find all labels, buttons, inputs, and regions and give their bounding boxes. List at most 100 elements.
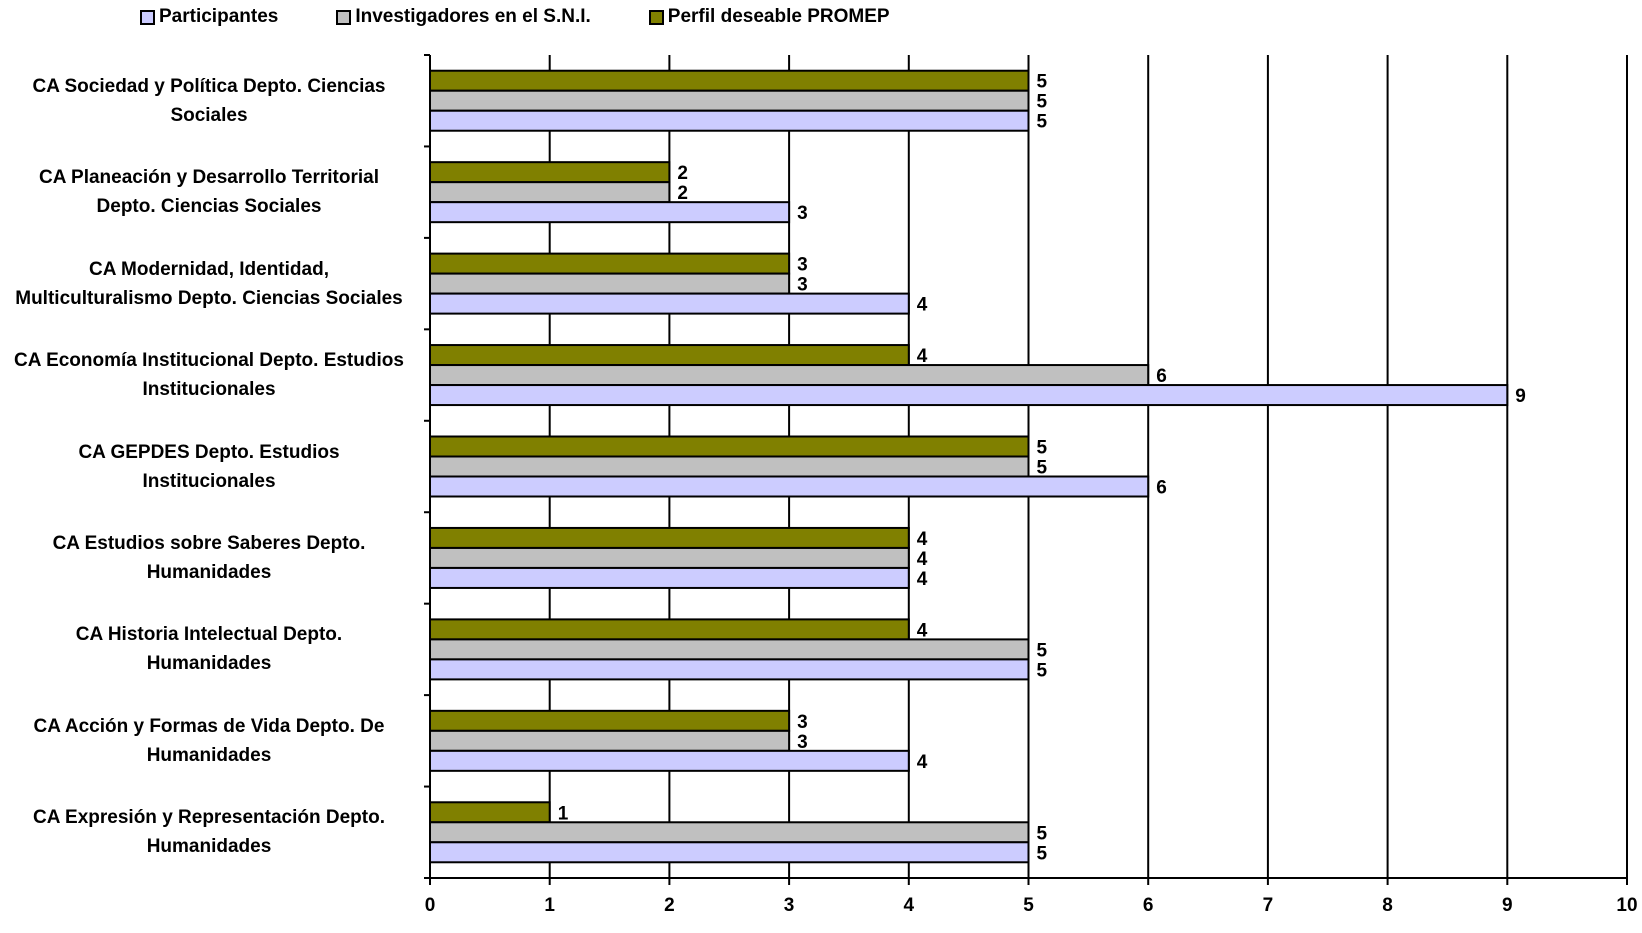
category-label: CA Historia Intelectual Depto. Humanidade…	[0, 620, 418, 678]
category-label-line: CA Estudios sobre Saberes Depto.	[52, 532, 366, 554]
legend-item: Perfil deseable PROMEP	[591, 6, 890, 28]
data-label: 4	[917, 752, 928, 773]
legend-swatch	[140, 9, 155, 25]
data-label: 5	[1037, 660, 1048, 681]
x-tick-label: 3	[784, 895, 795, 916]
category-label: CA Estudios sobre Saberes Depto. Humanida…	[0, 529, 418, 587]
category-label: CA Expresión y Representación Depto. Huma…	[0, 803, 418, 861]
bar	[429, 729, 791, 752]
bar	[429, 618, 910, 641]
bar	[429, 69, 1030, 92]
category-label-line: Humanidades	[146, 653, 272, 675]
category-label-line: Depto. Ciencias Sociales	[96, 196, 322, 218]
category-label-line: Sociales	[170, 104, 248, 126]
category-label-line: Humanidades	[146, 561, 272, 583]
data-label: 6	[1156, 478, 1167, 499]
category-label-line: CA Economía Institucional Depto. Estudio…	[14, 350, 404, 372]
bar	[429, 546, 910, 569]
data-label: 4	[917, 346, 928, 367]
category-label-line: Multiculturalismo Depto. Ciencias Social…	[15, 287, 403, 309]
bar	[429, 109, 1030, 132]
bar	[429, 435, 1030, 458]
category-label-line: CA Sociedad y Política Depto. Ciencias	[32, 75, 386, 97]
data-label: 4	[917, 569, 928, 590]
x-tick-label: 9	[1502, 895, 1513, 916]
data-label: 3	[797, 203, 808, 224]
bar	[429, 638, 1030, 661]
category-label: CA Sociedad y Política Depto. Ciencias So…	[0, 72, 418, 130]
bar	[429, 821, 1030, 844]
x-tick-label: 1	[544, 895, 555, 916]
x-tick-label: 2	[664, 895, 675, 916]
bar	[429, 272, 791, 295]
bar	[429, 475, 1150, 498]
bar	[429, 201, 791, 224]
data-label: 5	[1037, 92, 1048, 113]
legend: Participantes Investigadores en el S.N.I.…	[0, 6, 1642, 28]
bar	[429, 526, 910, 549]
x-tick-label: 5	[1023, 895, 1034, 916]
category-label: CA Modernidad, Identidad, Multiculturalis…	[0, 255, 418, 313]
category-label-line: CA Planeación y Desarrollo Territorial	[39, 167, 379, 189]
legend-label: Participantes	[159, 6, 279, 27]
category-label: CA GEPDES Depto. Estudios Institucionales	[0, 438, 418, 496]
x-tick-label: 8	[1382, 895, 1393, 916]
x-tick-label: 10	[1616, 895, 1637, 916]
category-label-line: CA Expresión y Representación Depto.	[33, 807, 385, 829]
bar	[429, 566, 910, 589]
data-label: 5	[1037, 72, 1048, 93]
data-label: 4	[917, 295, 928, 316]
legend-item: Participantes	[0, 6, 278, 28]
legend-swatch	[648, 9, 664, 25]
bar	[429, 181, 671, 204]
data-label: 5	[1037, 640, 1048, 661]
data-label: 4	[917, 620, 928, 641]
x-tick-label: 4	[904, 895, 915, 916]
category-label-line: CA GEPDES Depto. Estudios	[78, 441, 340, 463]
category-label-line: Humanidades	[146, 744, 272, 766]
legend-label: Investigadores en el S.N.I.	[355, 6, 591, 27]
x-tick-label: 0	[425, 895, 436, 916]
data-label: 2	[677, 163, 688, 184]
bar	[429, 384, 1509, 407]
category-label-line: Institucionales	[142, 470, 276, 492]
bar	[429, 89, 1030, 112]
x-tick-label: 6	[1143, 895, 1154, 916]
bar	[429, 749, 910, 772]
legend-item: Investigadores en el S.N.I.	[278, 6, 591, 28]
data-label: 4	[917, 549, 928, 570]
category-label-line: Humanidades	[146, 836, 272, 858]
bar	[429, 801, 551, 824]
bar	[429, 252, 791, 275]
data-label: 5	[1037, 438, 1048, 459]
data-label: 5	[1037, 843, 1048, 864]
category-label-line: CA Historia Intelectual Depto.	[75, 624, 343, 646]
bar	[429, 709, 791, 732]
bar	[429, 455, 1030, 478]
category-label-line: Institucionales	[142, 379, 276, 401]
legend-swatch	[336, 9, 352, 25]
data-label: 3	[797, 732, 808, 753]
bar	[429, 344, 910, 367]
legend-label: Perfil deseable PROMEP	[667, 6, 890, 27]
category-label: CA Planeación y Desarrollo Territorial De…	[0, 163, 418, 221]
data-label: 6	[1156, 366, 1167, 387]
data-label: 4	[917, 529, 928, 550]
data-label: 1	[558, 803, 569, 824]
category-label-line: CA Acción y Formas de Vida Depto. De	[33, 715, 385, 737]
data-label: 5	[1037, 112, 1048, 133]
data-label: 3	[797, 712, 808, 733]
category-label: CA Acción y Formas de Vida Depto. De Huma…	[0, 712, 418, 770]
data-label: 5	[1037, 458, 1048, 479]
bar	[429, 292, 910, 315]
bar	[429, 658, 1030, 681]
bar	[429, 364, 1150, 387]
data-label: 3	[797, 255, 808, 276]
data-label: 9	[1515, 386, 1526, 407]
bar	[429, 841, 1030, 864]
data-label: 5	[1037, 823, 1048, 844]
data-label: 3	[797, 275, 808, 296]
data-label: 2	[677, 183, 688, 204]
x-tick-label: 7	[1263, 895, 1274, 916]
